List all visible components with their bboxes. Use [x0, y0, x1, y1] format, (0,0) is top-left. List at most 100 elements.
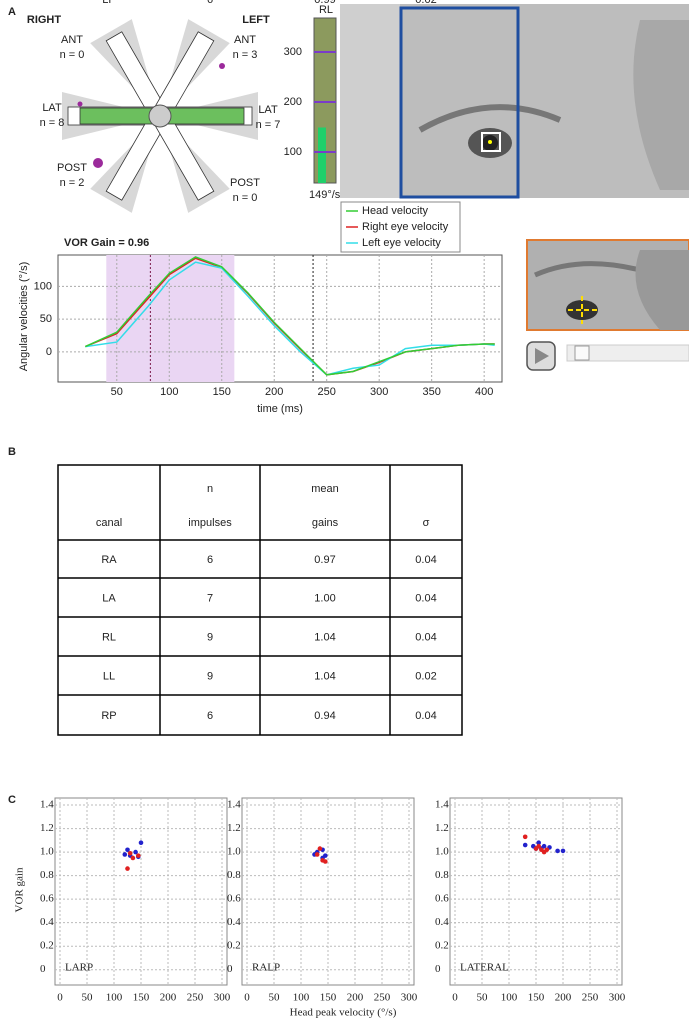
table-cell: RL: [102, 631, 116, 643]
table-cell: 1.00: [314, 592, 335, 604]
video-thumbnail: [526, 239, 689, 331]
table-cell: 9: [207, 670, 213, 682]
y-tick-label: 1.2: [227, 822, 241, 834]
rl-title: RL: [319, 4, 333, 16]
chart-title: VOR Gain = 0.96: [64, 237, 149, 249]
table-cell: RA: [101, 554, 117, 566]
sector-name: ANT: [61, 34, 83, 46]
x-tick-label: 250: [582, 992, 599, 1004]
table-cell: 0.94: [314, 710, 335, 722]
y-tick-label: 0.4: [227, 916, 241, 928]
y-tick-label: 100: [34, 280, 52, 292]
y-tick-label: 50: [40, 313, 52, 325]
y-tick-label: 1.0: [40, 846, 54, 858]
slider[interactable]: [566, 344, 689, 362]
y-tick-label: 0.8: [227, 869, 241, 881]
scatter-point: [560, 848, 566, 854]
table-cell: 0.02: [415, 0, 436, 6]
table-header: impulses: [188, 517, 232, 529]
y-tick-label: 1.4: [227, 799, 241, 811]
table-cell: RP: [101, 710, 116, 722]
x-tick-label: 100: [501, 992, 518, 1004]
y-tick-label: 0.6: [227, 893, 241, 905]
panel-label: C: [8, 794, 16, 806]
table-header: n: [207, 483, 213, 495]
sector-gain-bar: [159, 107, 245, 125]
table-header: σ: [423, 517, 430, 529]
series-line: [85, 261, 495, 376]
polar-diagram: RIGHT LEFT ANT n = 0 LAT n = 8 POST n = 2 ANT n =…: [27, 14, 280, 213]
y-tick-label: 0.8: [435, 869, 449, 881]
play-button[interactable]: [526, 341, 556, 371]
x-tick-label: 250: [374, 992, 391, 1004]
y-tick-label: 1.2: [435, 822, 449, 834]
y-tick-label: 0: [435, 963, 441, 975]
y-tick-label: 1.0: [227, 846, 241, 858]
scatter-point: [127, 850, 133, 856]
x-axis-label: time (ms): [257, 403, 303, 415]
table-cell: 0.04: [415, 631, 436, 643]
y-tick-label: 0.2: [40, 940, 54, 952]
legend-label: Head velocity: [362, 205, 429, 217]
scatter-point: [125, 866, 130, 871]
table-cell: 6: [207, 554, 213, 566]
polar-center: [148, 104, 172, 128]
panel-name: LARP: [65, 962, 93, 974]
scatter-point: [522, 842, 528, 848]
table-cell: 0.04: [415, 554, 436, 566]
y-tick-label: 0: [227, 963, 233, 975]
sector-dot: [77, 101, 83, 107]
sector-count: n = 2: [60, 177, 85, 189]
x-tick-label: 150: [528, 992, 545, 1004]
sector-dot: [93, 158, 103, 168]
y-tick-label: 0: [46, 346, 52, 358]
table-cell: 9: [207, 631, 213, 643]
y-tick-label: 0.8: [40, 869, 54, 881]
rl-value-bar: [318, 127, 326, 183]
table-cell: 1.04: [314, 631, 335, 643]
y-tick-label: 0.4: [435, 916, 449, 928]
panel-label: B: [8, 446, 16, 458]
y-axis-label: VOR gain: [14, 867, 26, 912]
table-cell: 1.04: [314, 670, 335, 682]
x-tick-label: 100: [106, 992, 123, 1004]
highlight-band: [106, 255, 235, 382]
sector-name: POST: [57, 162, 87, 174]
x-tick-label: 250: [318, 386, 336, 398]
sector-name: LAT: [258, 104, 278, 116]
scatter-point: [544, 847, 550, 853]
y-tick-label: 0.4: [40, 916, 54, 928]
scatter-point: [130, 855, 136, 861]
x-tick-label: 300: [401, 992, 418, 1004]
table-cell: LL: [103, 670, 115, 682]
table-cell: 0.04: [415, 710, 436, 722]
x-tick-label: 0: [244, 992, 250, 1004]
sector-count: n = 0: [233, 192, 258, 204]
rl-tick-label: 200: [284, 96, 302, 108]
table-header: mean: [311, 483, 339, 495]
table-header: canal: [96, 517, 122, 529]
legend-label: Left eye velocity: [362, 237, 441, 249]
scatter-point: [314, 852, 320, 857]
x-tick-label: 400: [475, 386, 493, 398]
table-cell: 0.97: [314, 554, 335, 566]
scatter-point: [555, 848, 560, 854]
x-tick-label: 250: [187, 992, 204, 1004]
rl-value-label: 149°/s: [309, 189, 341, 201]
panel-label: A: [8, 6, 16, 18]
table-cell: 6: [207, 710, 213, 722]
y-tick-label: 1.2: [40, 822, 54, 834]
scatter-point: [522, 834, 528, 840]
x-tick-label: 200: [347, 992, 364, 1004]
x-tick-label: 150: [213, 386, 231, 398]
scatter-point: [138, 840, 144, 845]
sector-name: ANT: [234, 34, 256, 46]
scatter-point: [122, 852, 128, 857]
sector-dot: [219, 63, 225, 69]
scatter-point: [125, 847, 130, 853]
x-tick-label: 0: [452, 992, 458, 1004]
y-tick-label: 1.4: [435, 799, 449, 811]
legend-label: Right eye velocity: [362, 221, 449, 233]
sector-gain-bar: [79, 107, 161, 125]
